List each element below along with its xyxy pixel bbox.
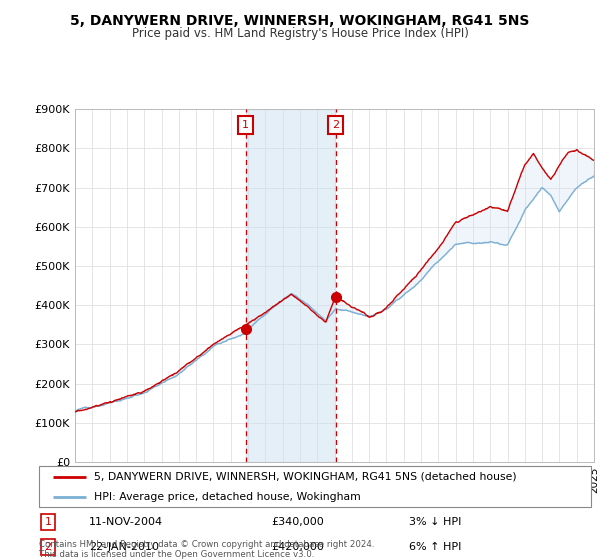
Text: Price paid vs. HM Land Registry's House Price Index (HPI): Price paid vs. HM Land Registry's House … [131,27,469,40]
Text: £340,000: £340,000 [271,517,323,527]
Text: 5, DANYWERN DRIVE, WINNERSH, WOKINGHAM, RG41 5NS (detached house): 5, DANYWERN DRIVE, WINNERSH, WOKINGHAM, … [94,472,517,482]
FancyBboxPatch shape [39,466,591,507]
Text: 3% ↓ HPI: 3% ↓ HPI [409,517,461,527]
Text: 1: 1 [44,517,52,527]
Text: HPI: Average price, detached house, Wokingham: HPI: Average price, detached house, Woki… [94,492,361,502]
Text: £420,000: £420,000 [271,542,324,552]
Text: 2: 2 [332,120,339,130]
Text: 2: 2 [44,542,52,552]
Text: 5, DANYWERN DRIVE, WINNERSH, WOKINGHAM, RG41 5NS: 5, DANYWERN DRIVE, WINNERSH, WOKINGHAM, … [70,14,530,28]
Text: 22-JAN-2010: 22-JAN-2010 [89,542,158,552]
Text: 6% ↑ HPI: 6% ↑ HPI [409,542,461,552]
Text: 1: 1 [242,120,249,130]
Text: 11-NOV-2004: 11-NOV-2004 [89,517,163,527]
Text: Contains HM Land Registry data © Crown copyright and database right 2024.
This d: Contains HM Land Registry data © Crown c… [39,540,374,559]
